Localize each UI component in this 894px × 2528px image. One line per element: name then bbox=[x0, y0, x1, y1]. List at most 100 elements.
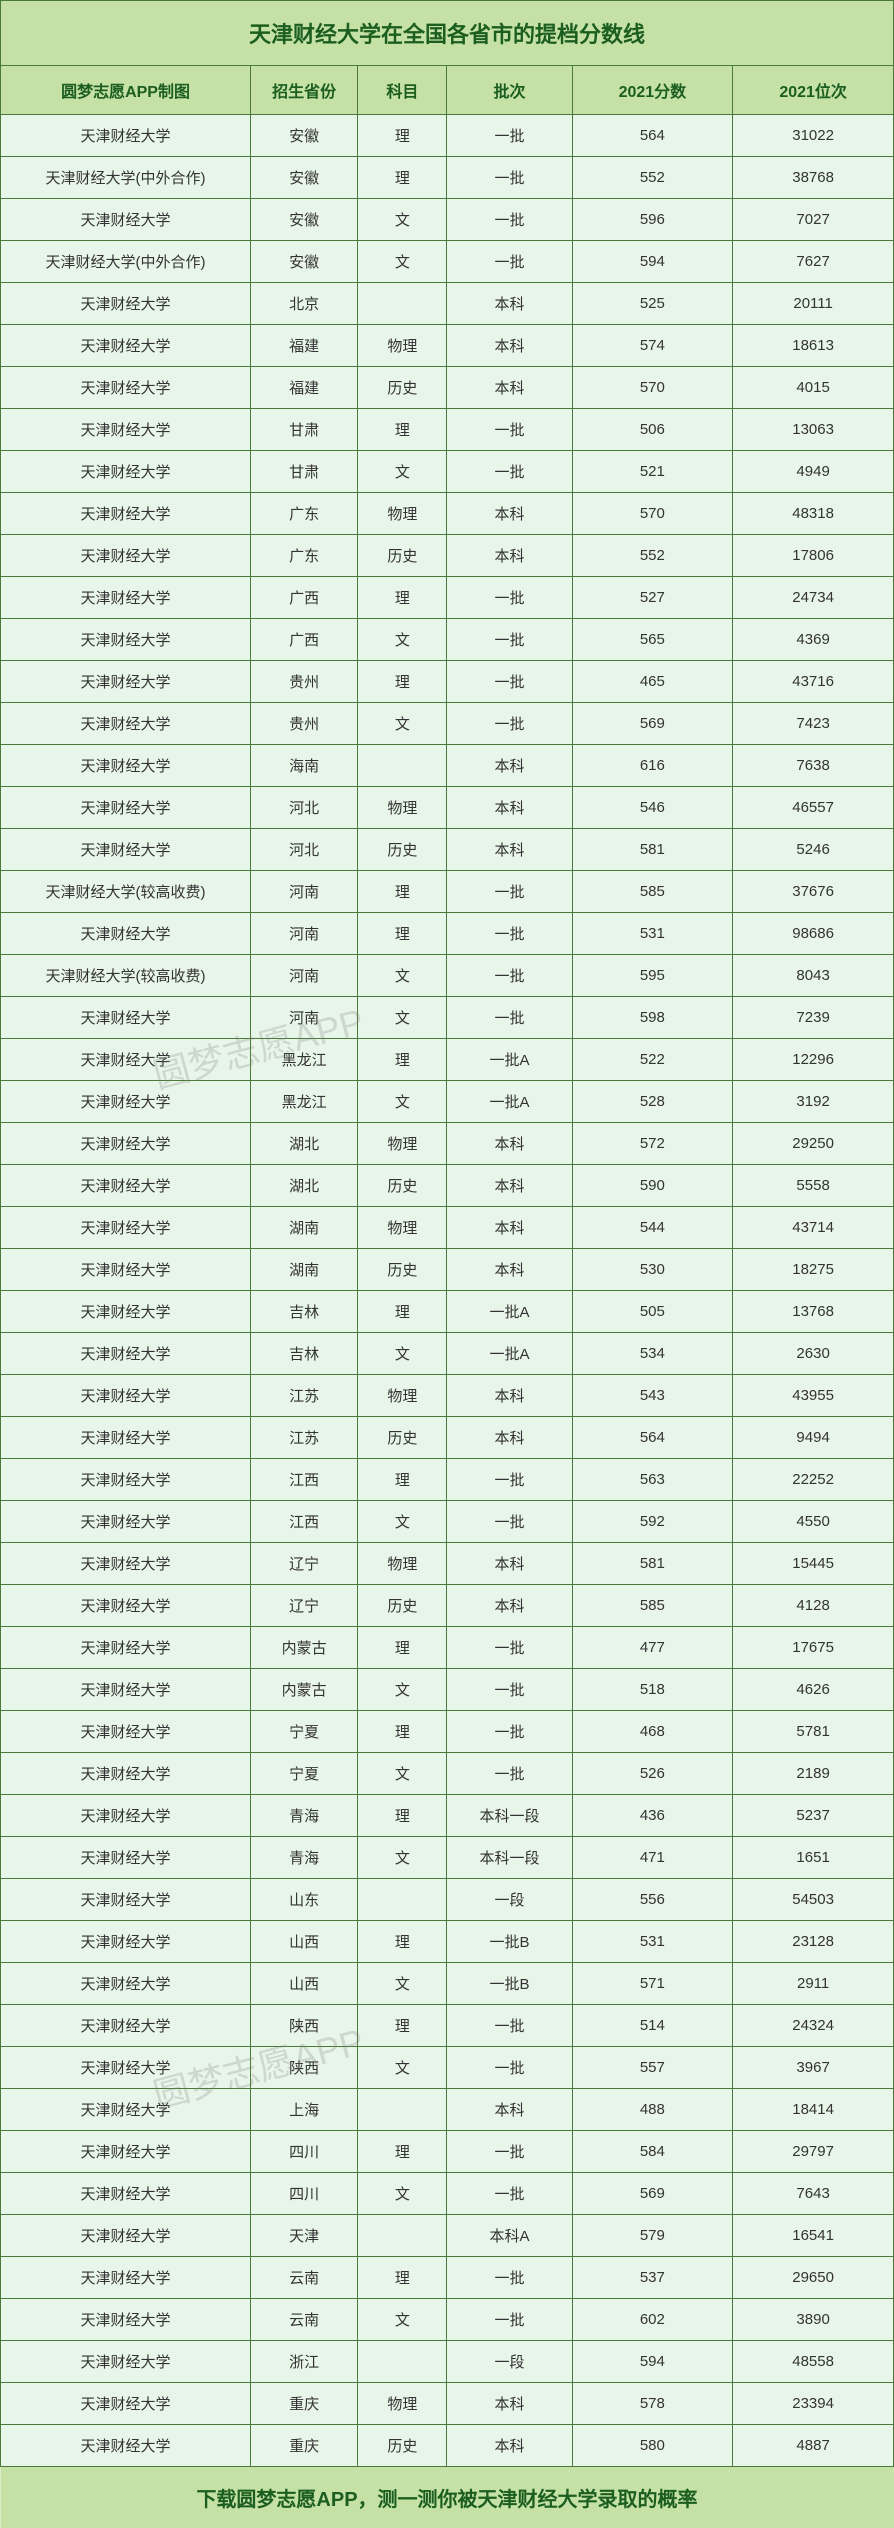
table-container: 天津财经大学在全国各省市的提档分数线 圆梦志愿APP制图 招生省份 科目 批次 … bbox=[0, 0, 894, 2528]
cell-batch: 一批A bbox=[447, 1291, 572, 1333]
cell-subject: 物理 bbox=[358, 1207, 447, 1249]
cell-rank: 4128 bbox=[733, 1585, 894, 1627]
cell-score: 563 bbox=[572, 1459, 733, 1501]
cell-rank: 13768 bbox=[733, 1291, 894, 1333]
table-row: 天津财经大学黑龙江理一批A52212296 bbox=[1, 1039, 894, 1081]
cell-province: 湖南 bbox=[251, 1249, 358, 1291]
table-row: 天津财经大学广东历史本科55217806 bbox=[1, 535, 894, 577]
cell-score: 580 bbox=[572, 2425, 733, 2467]
cell-score: 569 bbox=[572, 703, 733, 745]
table-row: 天津财经大学黑龙江文一批A5283192 bbox=[1, 1081, 894, 1123]
cell-score: 527 bbox=[572, 577, 733, 619]
cell-subject: 文 bbox=[358, 2299, 447, 2341]
cell-score: 537 bbox=[572, 2257, 733, 2299]
cell-batch: 一批 bbox=[447, 1753, 572, 1795]
table-row: 天津财经大学湖北历史本科5905558 bbox=[1, 1165, 894, 1207]
cell-school: 天津财经大学 bbox=[1, 409, 251, 451]
cell-score: 530 bbox=[572, 1249, 733, 1291]
cell-province: 河南 bbox=[251, 955, 358, 997]
cell-rank: 5558 bbox=[733, 1165, 894, 1207]
cell-province: 重庆 bbox=[251, 2383, 358, 2425]
cell-score: 544 bbox=[572, 1207, 733, 1249]
cell-score: 505 bbox=[572, 1291, 733, 1333]
cell-rank: 7643 bbox=[733, 2173, 894, 2215]
cell-subject: 文 bbox=[358, 703, 447, 745]
cell-school: 天津财经大学 bbox=[1, 325, 251, 367]
cell-province: 江西 bbox=[251, 1459, 358, 1501]
cell-score: 570 bbox=[572, 493, 733, 535]
cell-subject: 文 bbox=[358, 1753, 447, 1795]
cell-rank: 2189 bbox=[733, 1753, 894, 1795]
table-row: 天津财经大学贵州理一批46543716 bbox=[1, 661, 894, 703]
cell-rank: 23128 bbox=[733, 1921, 894, 1963]
cell-score: 488 bbox=[572, 2089, 733, 2131]
cell-province: 陕西 bbox=[251, 2047, 358, 2089]
cell-rank: 31022 bbox=[733, 115, 894, 157]
cell-school: 天津财经大学(较高收费) bbox=[1, 871, 251, 913]
cell-batch: 一批A bbox=[447, 1039, 572, 1081]
cell-batch: 一批 bbox=[447, 997, 572, 1039]
cell-province: 上海 bbox=[251, 2089, 358, 2131]
cell-score: 525 bbox=[572, 283, 733, 325]
cell-batch: 本科 bbox=[447, 1417, 572, 1459]
cell-batch: 一批 bbox=[447, 619, 572, 661]
cell-school: 天津财经大学 bbox=[1, 1711, 251, 1753]
cell-rank: 23394 bbox=[733, 2383, 894, 2425]
table-row: 天津财经大学安徽文一批5967027 bbox=[1, 199, 894, 241]
cell-school: 天津财经大学 bbox=[1, 1123, 251, 1165]
cell-batch: 本科一段 bbox=[447, 1795, 572, 1837]
cell-subject: 文 bbox=[358, 451, 447, 493]
cell-subject: 物理 bbox=[358, 1375, 447, 1417]
cell-rank: 18414 bbox=[733, 2089, 894, 2131]
cell-school: 天津财经大学 bbox=[1, 829, 251, 871]
cell-subject: 理 bbox=[358, 1291, 447, 1333]
cell-subject: 文 bbox=[358, 1963, 447, 2005]
cell-rank: 24324 bbox=[733, 2005, 894, 2047]
cell-school: 天津财经大学 bbox=[1, 535, 251, 577]
table-row: 天津财经大学(中外合作)安徽理一批55238768 bbox=[1, 157, 894, 199]
cell-subject: 文 bbox=[358, 1669, 447, 1711]
cell-rank: 18613 bbox=[733, 325, 894, 367]
cell-score: 471 bbox=[572, 1837, 733, 1879]
cell-rank: 7638 bbox=[733, 745, 894, 787]
cell-rank: 13063 bbox=[733, 409, 894, 451]
cell-score: 552 bbox=[572, 535, 733, 577]
cell-province: 海南 bbox=[251, 745, 358, 787]
cell-school: 天津财经大学 bbox=[1, 1627, 251, 1669]
cell-rank: 5246 bbox=[733, 829, 894, 871]
cell-rank: 5237 bbox=[733, 1795, 894, 1837]
cell-score: 546 bbox=[572, 787, 733, 829]
cell-school: 天津财经大学 bbox=[1, 2005, 251, 2047]
cell-school: 天津财经大学 bbox=[1, 1753, 251, 1795]
cell-school: 天津财经大学 bbox=[1, 1165, 251, 1207]
cell-rank: 29250 bbox=[733, 1123, 894, 1165]
cell-subject: 理 bbox=[358, 1039, 447, 1081]
cell-rank: 4369 bbox=[733, 619, 894, 661]
cell-school: 天津财经大学 bbox=[1, 619, 251, 661]
cell-school: 天津财经大学 bbox=[1, 1291, 251, 1333]
cell-batch: 一批 bbox=[447, 1627, 572, 1669]
table-row: 天津财经大学河南理一批53198686 bbox=[1, 913, 894, 955]
cell-subject: 文 bbox=[358, 955, 447, 997]
cell-rank: 43955 bbox=[733, 1375, 894, 1417]
cell-subject: 文 bbox=[358, 1837, 447, 1879]
cell-batch: 本科 bbox=[447, 1585, 572, 1627]
cell-rank: 54503 bbox=[733, 1879, 894, 1921]
cell-batch: 一批 bbox=[447, 451, 572, 493]
cell-rank: 38768 bbox=[733, 157, 894, 199]
cell-score: 556 bbox=[572, 1879, 733, 1921]
cell-score: 602 bbox=[572, 2299, 733, 2341]
cell-school: 天津财经大学 bbox=[1, 1333, 251, 1375]
cell-score: 574 bbox=[572, 325, 733, 367]
cell-batch: 本科 bbox=[447, 1207, 572, 1249]
cell-subject bbox=[358, 745, 447, 787]
table-footer: 下载圆梦志愿APP，测一测你被天津财经大学录取的概率 bbox=[1, 2467, 894, 2528]
cell-province: 安徽 bbox=[251, 115, 358, 157]
cell-school: 天津财经大学 bbox=[1, 577, 251, 619]
cell-rank: 46557 bbox=[733, 787, 894, 829]
cell-rank: 3890 bbox=[733, 2299, 894, 2341]
cell-province: 广西 bbox=[251, 577, 358, 619]
cell-school: 天津财经大学 bbox=[1, 2257, 251, 2299]
cell-school: 天津财经大学 bbox=[1, 1921, 251, 1963]
cell-subject: 历史 bbox=[358, 367, 447, 409]
